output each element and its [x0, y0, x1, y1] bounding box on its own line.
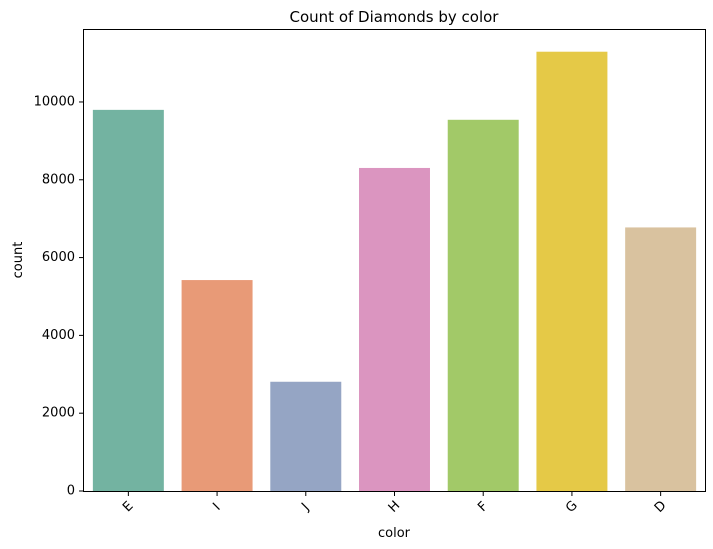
bar-d — [625, 227, 697, 491]
y-tick-label: 8000 — [42, 172, 75, 187]
y-axis-label: count — [11, 242, 26, 279]
y-tick-label: 6000 — [42, 250, 75, 265]
bar-j — [270, 381, 342, 491]
plot-frame — [83, 29, 706, 492]
bar-e — [92, 109, 164, 492]
y-tick-label: 2000 — [42, 406, 75, 421]
bar-f — [447, 119, 519, 491]
y-axis: 0 2000 4000 6000 8000 10000 — [34, 94, 84, 499]
bar-h — [359, 167, 430, 491]
y-tick-label: 0 — [67, 484, 75, 499]
bars-group — [92, 51, 697, 492]
y-tick-label: 10000 — [34, 94, 75, 109]
x-axis-label: color — [378, 526, 411, 541]
bar-g — [536, 51, 608, 492]
bar-i — [181, 280, 253, 491]
chart-title: Count of Diamonds by color — [290, 8, 500, 26]
y-tick-label: 4000 — [42, 328, 75, 343]
